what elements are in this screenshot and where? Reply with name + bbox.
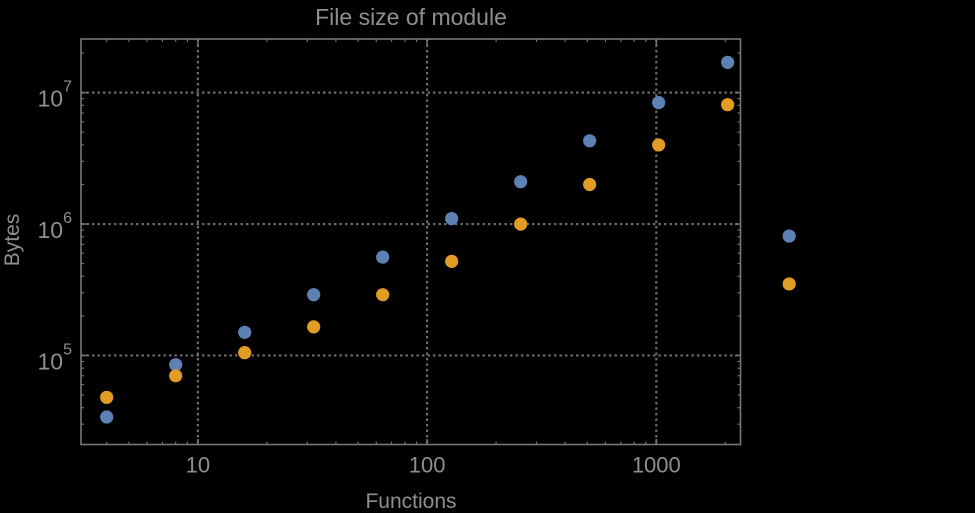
blue-series-point [376, 250, 390, 264]
blue-series-point [583, 134, 597, 148]
orange-series-point [652, 138, 666, 152]
blue-series-point [652, 95, 666, 110]
orange-series-point [376, 288, 390, 302]
y-axis-label: Bytes [1, 213, 24, 267]
orange-series-point [445, 254, 459, 268]
orange-series-point [100, 390, 114, 404]
orange-series-point [514, 217, 528, 231]
blue-series-point [782, 229, 796, 243]
blue-series-point [514, 175, 528, 189]
blue-series-point [445, 212, 459, 226]
orange-series-point [583, 177, 597, 192]
x-tick-label: 10 [186, 453, 210, 478]
y-tick-label: 106 [38, 210, 73, 243]
blue-series-point [238, 325, 252, 339]
x-axis-label: Functions [365, 490, 457, 513]
y-tick-label: 107 [38, 79, 73, 112]
orange-series-point [782, 277, 796, 291]
orange-series-point [721, 98, 735, 112]
blue-series-point [721, 55, 735, 69]
orange-series-point [307, 320, 321, 334]
chart-title: File size of module [315, 4, 507, 30]
plot-frame [80, 38, 742, 446]
y-tick-label: 105 [38, 341, 73, 374]
blue-series-point [169, 358, 183, 372]
x-tick-label: 1000 [632, 453, 681, 478]
orange-series-point [238, 346, 252, 360]
blue-series-point [100, 410, 114, 424]
blue-series-point [307, 288, 321, 302]
x-tick-label: 100 [409, 453, 446, 478]
orange-series-point [169, 369, 183, 383]
